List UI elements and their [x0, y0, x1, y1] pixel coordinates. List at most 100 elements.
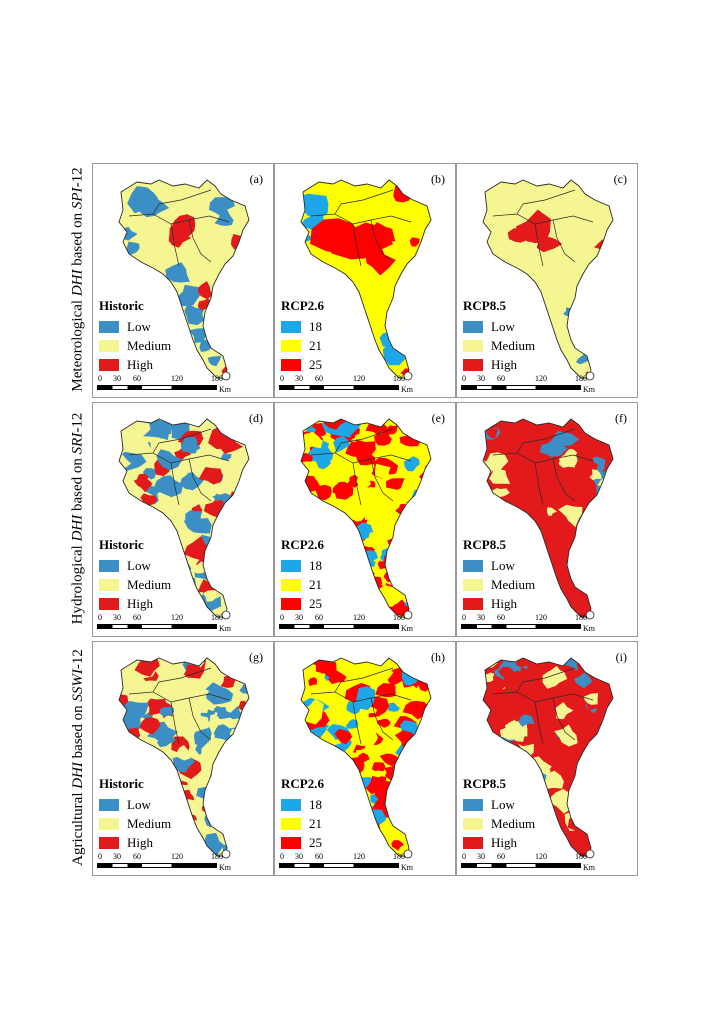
district-patch: [583, 566, 594, 579]
legend-label: Low: [491, 557, 515, 573]
legend-swatch: [99, 358, 119, 371]
scale-bar: 0 30 60 120 180 Km: [279, 374, 439, 396]
district-patch: [152, 759, 166, 773]
scale-tick-label: 180: [211, 852, 223, 861]
scale-tick-label: 120: [535, 374, 547, 383]
district-patch: [371, 762, 386, 772]
district-patch: [236, 756, 249, 781]
scale-tick-label: 0: [98, 374, 102, 383]
sub-basin-boundary: [188, 219, 212, 263]
district-patch: [546, 507, 557, 516]
sub-basin-boundary: [170, 462, 180, 506]
sub-basin-boundary: [370, 219, 394, 263]
district-patch: [539, 439, 568, 459]
basin-map: [482, 657, 614, 859]
legend-label: 21: [309, 576, 322, 592]
legend-item: High: [463, 594, 535, 613]
scale-tick-label: 60: [497, 374, 505, 383]
district-patch: [594, 670, 608, 682]
legend-label: High: [127, 595, 153, 611]
district-patch: [555, 702, 574, 720]
district-patch: [334, 826, 356, 844]
legend-label: Low: [491, 318, 515, 334]
district-patch: [334, 481, 354, 500]
sub-basin-boundary: [516, 667, 576, 693]
district-patch: [370, 512, 394, 534]
district-patch: [190, 774, 204, 786]
district-patch: [562, 485, 581, 501]
map-panel-f: (f) RCP8.5 Low Medium High 0 30 60 120 180 Km: [456, 402, 638, 637]
basin-outline: [482, 657, 614, 857]
district-patch: [172, 755, 195, 773]
sub-basin-boundary: [128, 452, 230, 464]
district-patch: [506, 670, 526, 689]
outlet-marker: [585, 610, 595, 620]
district-patch: [327, 532, 355, 550]
district-patch: [220, 804, 243, 819]
outlet-marker: [403, 849, 413, 859]
sub-basin-boundary: [152, 189, 212, 215]
scale-tick-label: 120: [171, 613, 183, 622]
legend-label: 18: [309, 796, 322, 812]
scale-tick-label: 180: [211, 613, 223, 622]
district-patch: [589, 469, 602, 481]
district-patch: [160, 706, 175, 717]
panel-label: (c): [613, 172, 627, 186]
sub-basin-boundary: [552, 219, 576, 263]
district-patch: [129, 515, 142, 526]
district-patch: [573, 672, 593, 689]
scale-bar: 0 30 60 120 180 Km: [461, 852, 621, 874]
district-patch: [394, 808, 415, 827]
scale-tick-label: 120: [535, 852, 547, 861]
district-patch: [235, 426, 249, 439]
legend: RCP2.6 18 21 25: [281, 537, 324, 613]
district-patch: [208, 197, 235, 219]
district-patch: [310, 218, 363, 255]
legend-swatch: [281, 320, 301, 333]
legend-title: Historic: [99, 537, 144, 552]
scale-unit: Km: [401, 385, 413, 394]
scale-tick-label: 0: [98, 613, 102, 622]
basin-outline: [118, 418, 250, 618]
scale-tick-label: 180: [575, 852, 587, 861]
district-patch: [414, 757, 431, 772]
district-patch: [197, 298, 216, 311]
panel-label: (b): [431, 172, 445, 186]
district-patch: [374, 463, 392, 480]
legend-label: High: [491, 834, 517, 850]
district-patch: [591, 547, 613, 573]
legend-label: Medium: [127, 337, 172, 353]
district-patch: [119, 730, 129, 747]
scale-tick-label: 30: [113, 374, 121, 383]
district-patch: [345, 719, 359, 729]
legend-item: Low: [99, 795, 171, 814]
district-patch: [588, 789, 605, 810]
district-patch: [593, 755, 607, 766]
district-patch: [233, 780, 249, 793]
legend-swatch: [99, 597, 119, 610]
scale-tick-label: 30: [477, 852, 485, 861]
legend-label: High: [127, 834, 153, 850]
scale-tick-label: 120: [171, 374, 183, 383]
scale-tick-label: 120: [535, 613, 547, 622]
district-patch: [340, 788, 360, 806]
district-patch: [189, 681, 210, 701]
basin-map: [118, 418, 250, 620]
legend-item: Low: [99, 317, 171, 336]
district-patch: [405, 761, 431, 787]
legend-title: Historic: [99, 298, 144, 313]
district-patch: [592, 825, 603, 838]
district-patch: [567, 549, 581, 561]
district-patch: [387, 702, 400, 712]
district-patch: [308, 677, 318, 687]
district-patch: [329, 790, 342, 800]
legend-title: RCP2.6: [281, 537, 324, 552]
district-patch: [156, 449, 183, 471]
district-patch: [216, 707, 232, 720]
district-patch: [581, 527, 601, 544]
district-patch: [324, 819, 347, 841]
district-patch: [220, 769, 246, 791]
district-patch: [536, 598, 551, 612]
district-patch: [328, 671, 347, 685]
district-patch: [567, 557, 577, 567]
